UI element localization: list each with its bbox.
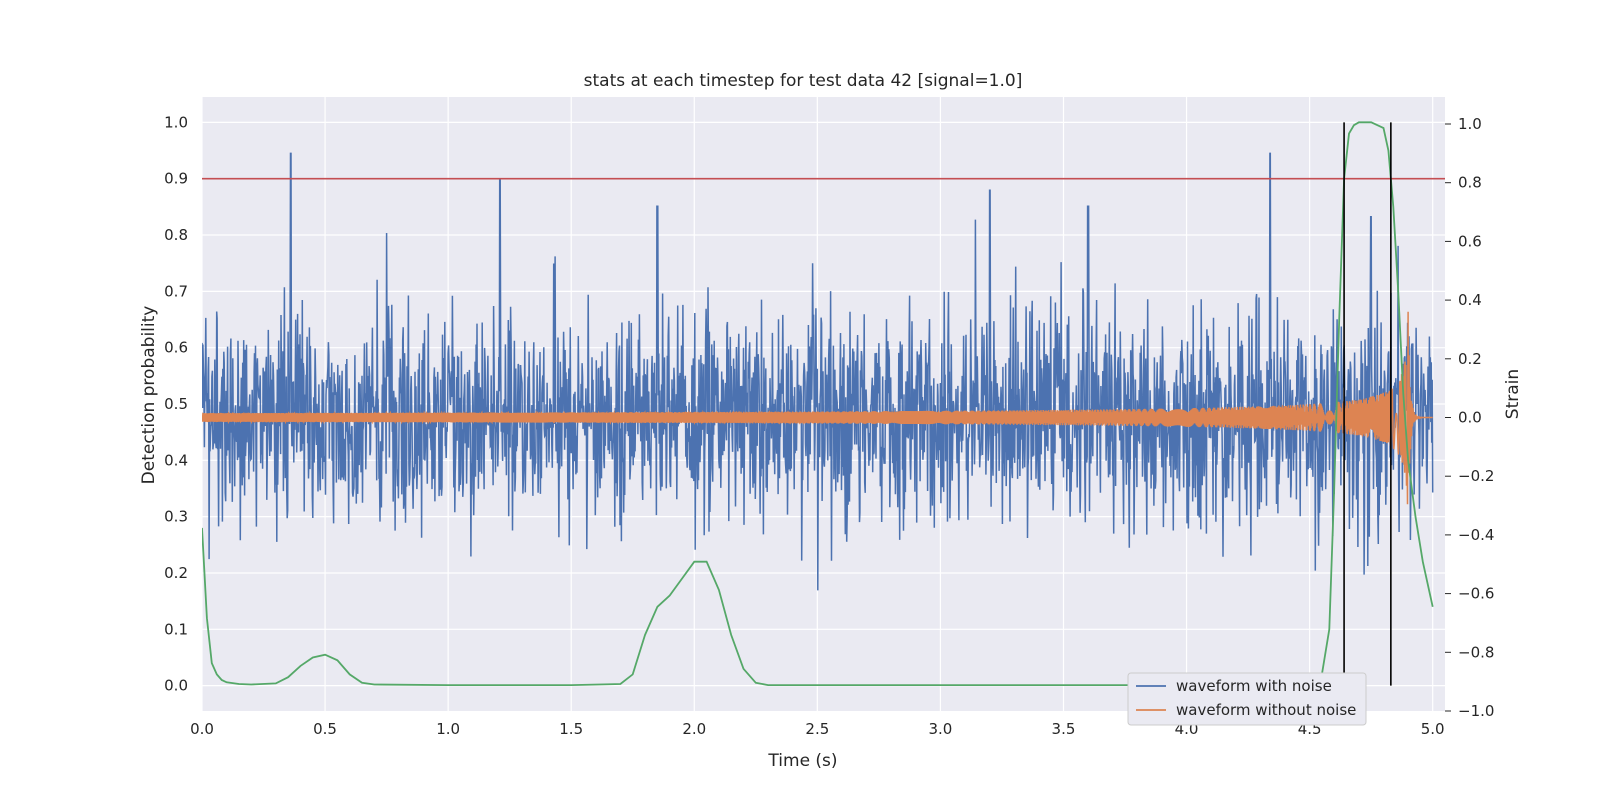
- y2-tick-label: 0.8: [1458, 174, 1482, 192]
- y-tick-label: 0.4: [164, 451, 188, 469]
- y2-tick-label: 0.0: [1458, 409, 1482, 427]
- y-tick-label: 1.0: [164, 113, 188, 131]
- y-tick-label: 0.8: [164, 226, 188, 244]
- y-tick-label: 0.7: [164, 282, 188, 300]
- series-group: [202, 121, 1445, 686]
- y2-tick-label: 1.0: [1458, 115, 1482, 133]
- y2-tick-label: 0.6: [1458, 232, 1482, 250]
- legend-box: [1127, 672, 1367, 726]
- x-tick-label: 2.5: [805, 720, 829, 738]
- y2-tick-label: −0.2: [1458, 467, 1494, 485]
- legend: waveform with noise waveform without noi…: [1127, 672, 1367, 726]
- y-tick-label: 0.2: [164, 564, 188, 582]
- y2-tick-label: −0.4: [1458, 526, 1494, 544]
- y2-tick-label: 0.4: [1458, 291, 1482, 309]
- y2-axis-label: Strain: [1503, 369, 1523, 419]
- y-tick-label: 0.3: [164, 508, 188, 526]
- y-axis-label: Detection probability: [139, 306, 159, 485]
- y-tick-label: 0.1: [164, 620, 188, 638]
- x-tick-label: 1.5: [559, 720, 583, 738]
- legend-label-noisy: waveform with noise: [1176, 677, 1332, 695]
- x-tick-label: 3.0: [928, 720, 952, 738]
- x-tick-label: 0.0: [190, 720, 214, 738]
- legend-label-clean: waveform without noise: [1176, 701, 1356, 719]
- y-tick-label: 0.6: [164, 339, 188, 357]
- y2-tick-label: 0.2: [1458, 350, 1482, 368]
- chart-title: stats at each timestep for test data 42 …: [584, 71, 1023, 91]
- x-tick-label: 3.5: [1052, 720, 1076, 738]
- y2-tick-label: −0.6: [1458, 585, 1494, 603]
- x-tick-label: 0.5: [313, 720, 337, 738]
- y2-tick-label: −0.8: [1458, 643, 1494, 661]
- x-tick-label: 5.0: [1421, 720, 1445, 738]
- y-tick-label: 0.5: [164, 395, 188, 413]
- x-tick-label: 2.0: [682, 720, 706, 738]
- y-tick-label: 0.9: [164, 170, 188, 188]
- y2-tick-label: −1.0: [1458, 702, 1494, 720]
- x-axis-label: Time (s): [767, 751, 837, 771]
- x-tick-label: 1.0: [436, 720, 460, 738]
- y-tick-label: 0.0: [164, 677, 188, 695]
- plot-area: [201, 97, 1445, 711]
- series-waveform-without-noise: [202, 311, 1433, 505]
- series-detection-probability: [202, 121, 1434, 686]
